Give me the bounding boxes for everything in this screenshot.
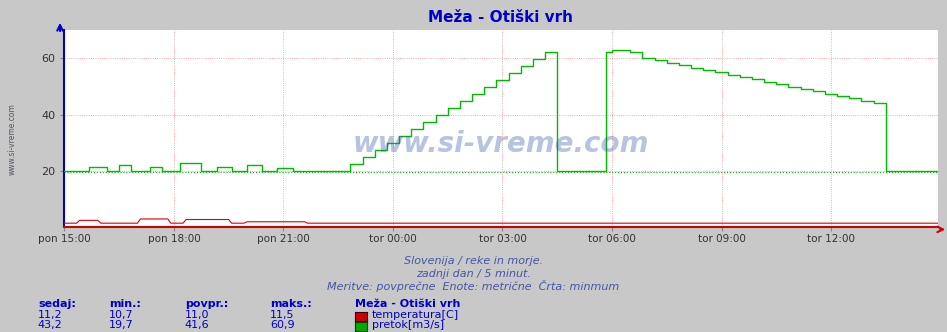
Text: Slovenija / reke in morje.: Slovenija / reke in morje. <box>404 256 543 266</box>
Text: temperatura[C]: temperatura[C] <box>372 310 459 320</box>
Text: maks.:: maks.: <box>270 299 312 309</box>
Text: 60,9: 60,9 <box>270 320 295 330</box>
Title: Meža - Otiški vrh: Meža - Otiški vrh <box>428 10 574 25</box>
Text: 43,2: 43,2 <box>38 320 63 330</box>
Text: www.si-vreme.com: www.si-vreme.com <box>352 130 650 158</box>
Text: min.:: min.: <box>109 299 141 309</box>
Text: 19,7: 19,7 <box>109 320 134 330</box>
Text: Meritve: povprečne  Enote: metrične  Črta: minmum: Meritve: povprečne Enote: metrične Črta:… <box>328 281 619 292</box>
Text: www.si-vreme.com: www.si-vreme.com <box>8 104 17 175</box>
Text: 10,7: 10,7 <box>109 310 134 320</box>
Text: pretok[m3/s]: pretok[m3/s] <box>372 320 444 330</box>
Text: 11,0: 11,0 <box>185 310 209 320</box>
Text: Meža - Otiški vrh: Meža - Otiški vrh <box>355 299 460 309</box>
Text: povpr.:: povpr.: <box>185 299 228 309</box>
Text: 41,6: 41,6 <box>185 320 209 330</box>
Text: 11,5: 11,5 <box>270 310 295 320</box>
Text: sedaj:: sedaj: <box>38 299 76 309</box>
Text: 11,2: 11,2 <box>38 310 63 320</box>
Text: zadnji dan / 5 minut.: zadnji dan / 5 minut. <box>416 269 531 279</box>
